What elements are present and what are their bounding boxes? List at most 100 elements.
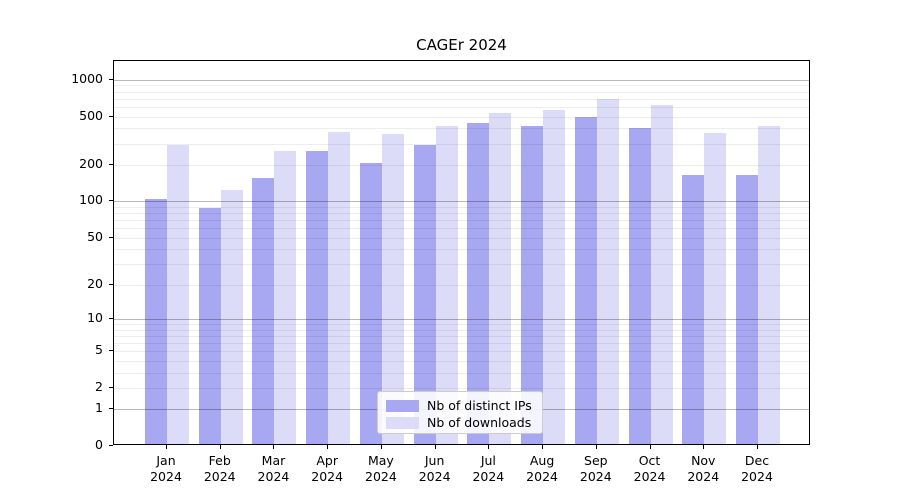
- bar-nb-of-distinct-ips-aug: [521, 126, 544, 444]
- minor-gridline-80: [114, 213, 809, 215]
- y-tick-mark-20: [109, 283, 113, 285]
- major-gridline-100: [114, 201, 809, 203]
- bar-nb-of-distinct-ips-feb: [198, 207, 221, 444]
- y-tick-label-20: 20: [87, 275, 103, 291]
- x-tick-mark-jun: [434, 445, 436, 449]
- x-tick-label-apr: Apr 2024: [311, 453, 344, 484]
- minor-gridline-60: [114, 228, 809, 230]
- x-tick-mark-jul: [488, 445, 490, 449]
- chart-title: CAGEr 2024: [416, 36, 507, 54]
- y-tick-label-0: 0: [95, 437, 103, 452]
- minor-gridline-50: [114, 237, 809, 239]
- major-gridline-1000: [114, 79, 809, 81]
- bar-nb-of-downloads-aug: [543, 110, 566, 444]
- y-tick-mark-100: [109, 200, 113, 202]
- y-tick-label-2: 2: [95, 378, 103, 394]
- y-tick-label-500: 500: [79, 107, 103, 123]
- x-tick-label-aug: Aug 2024: [526, 453, 558, 484]
- bar-nb-of-downloads-jan: [167, 145, 189, 444]
- legend-row-downloads: Nb of downloads: [386, 414, 534, 431]
- minor-gridline-6: [114, 342, 809, 344]
- minor-gridline-3: [114, 372, 809, 374]
- x-tick-mark-nov: [703, 445, 705, 449]
- x-tick-label-mar: Mar 2024: [257, 453, 290, 484]
- minor-gridline-40: [114, 249, 809, 251]
- x-tick-mark-jan: [166, 445, 167, 449]
- bar-nb-of-distinct-ips-may: [359, 162, 382, 444]
- minor-gridline-800: [114, 91, 809, 93]
- bar-nb-of-distinct-ips-mar: [252, 178, 275, 444]
- x-tick-label-jan: Jan 2024: [150, 453, 182, 484]
- x-tick-label-oct: Oct 2024: [633, 453, 666, 484]
- x-tick-mark-may: [380, 445, 382, 449]
- minor-gridline-70: [114, 220, 809, 222]
- bar-nb-of-distinct-ips-jun: [413, 145, 436, 444]
- y-tick-mark-1: [109, 408, 113, 410]
- bar-nb-of-downloads-oct: [650, 104, 673, 444]
- bar-nb-of-distinct-ips-jul: [467, 122, 490, 444]
- x-tick-label-dec: Dec 2024: [741, 453, 773, 484]
- legend-swatch-distinct-ips: [386, 399, 419, 412]
- bar-nb-of-downloads-may: [381, 134, 404, 444]
- x-tick-mark-oct: [649, 445, 651, 449]
- minor-gridline-30: [114, 263, 809, 265]
- bar-nb-of-downloads-feb: [220, 189, 243, 444]
- minor-gridline-90: [114, 206, 809, 208]
- y-tick-mark-5: [109, 350, 113, 352]
- minor-gridline-400: [114, 128, 809, 130]
- bar-nb-of-distinct-ips-oct: [628, 127, 651, 444]
- y-tick-label-50: 50: [87, 228, 103, 244]
- x-tick-mark-feb: [219, 445, 221, 449]
- bar-nb-of-distinct-ips-apr: [306, 151, 329, 444]
- minor-gridline-200: [114, 164, 809, 166]
- y-tick-mark-200: [109, 163, 113, 165]
- x-tick-mark-dec: [757, 445, 758, 449]
- plot-area: [113, 60, 810, 445]
- y-tick-mark-1000: [109, 78, 113, 80]
- y-tick-label-10: 10: [87, 309, 103, 325]
- minor-gridline-9: [114, 323, 809, 325]
- x-tick-mark-aug: [542, 445, 544, 449]
- x-tick-mark-sep: [595, 445, 597, 449]
- legend-label-downloads: Nb of downloads: [427, 415, 532, 430]
- y-tick-label-100: 100: [79, 192, 103, 208]
- bar-nb-of-downloads-apr: [328, 131, 351, 444]
- major-gridline-10: [114, 318, 809, 320]
- minor-gridline-4: [114, 360, 809, 362]
- legend: Nb of distinct IPs Nb of downloads: [377, 391, 543, 434]
- y-tick-mark-0: [109, 445, 113, 446]
- legend-swatch-downloads: [386, 416, 419, 429]
- bar-nb-of-distinct-ips-dec: [736, 174, 758, 444]
- minor-gridline-20: [114, 284, 809, 286]
- x-tick-label-jul: Jul 2024: [472, 453, 505, 484]
- minor-gridline-7: [114, 335, 809, 337]
- minor-gridline-300: [114, 143, 809, 145]
- y-tick-mark-500: [109, 115, 113, 117]
- bar-nb-of-distinct-ips-sep: [574, 116, 597, 444]
- minor-gridline-900: [114, 85, 809, 87]
- minor-gridline-700: [114, 98, 809, 100]
- minor-gridline-8: [114, 329, 809, 331]
- bar-nb-of-downloads-mar: [274, 151, 297, 444]
- x-tick-label-nov: Nov 2024: [687, 453, 720, 484]
- bar-nb-of-downloads-sep: [596, 99, 619, 444]
- legend-label-distinct-ips: Nb of distinct IPs: [427, 398, 532, 413]
- x-tick-mark-apr: [327, 445, 329, 449]
- minor-gridline-600: [114, 106, 809, 108]
- legend-row-distinct-ips: Nb of distinct IPs: [386, 397, 534, 414]
- x-tick-label-feb: Feb 2024: [203, 453, 236, 484]
- bar-nb-of-distinct-ips-nov: [682, 174, 705, 444]
- bar-nb-of-downloads-jun: [435, 126, 458, 444]
- x-tick-label-jun: Jun 2024: [418, 453, 451, 484]
- bar-nb-of-downloads-jul: [489, 113, 512, 444]
- y-tick-mark-2: [109, 386, 113, 388]
- y-tick-mark-50: [109, 236, 113, 238]
- bar-nb-of-downloads-dec: [758, 126, 780, 444]
- bar-nb-of-distinct-ips-jan: [145, 199, 167, 444]
- y-tick-label-1000: 1000: [71, 70, 103, 86]
- minor-gridline-2: [114, 387, 809, 389]
- minor-gridline-500: [114, 116, 809, 118]
- x-tick-label-may: May 2024: [365, 453, 397, 484]
- x-tick-label-sep: Sep 2024: [579, 453, 612, 484]
